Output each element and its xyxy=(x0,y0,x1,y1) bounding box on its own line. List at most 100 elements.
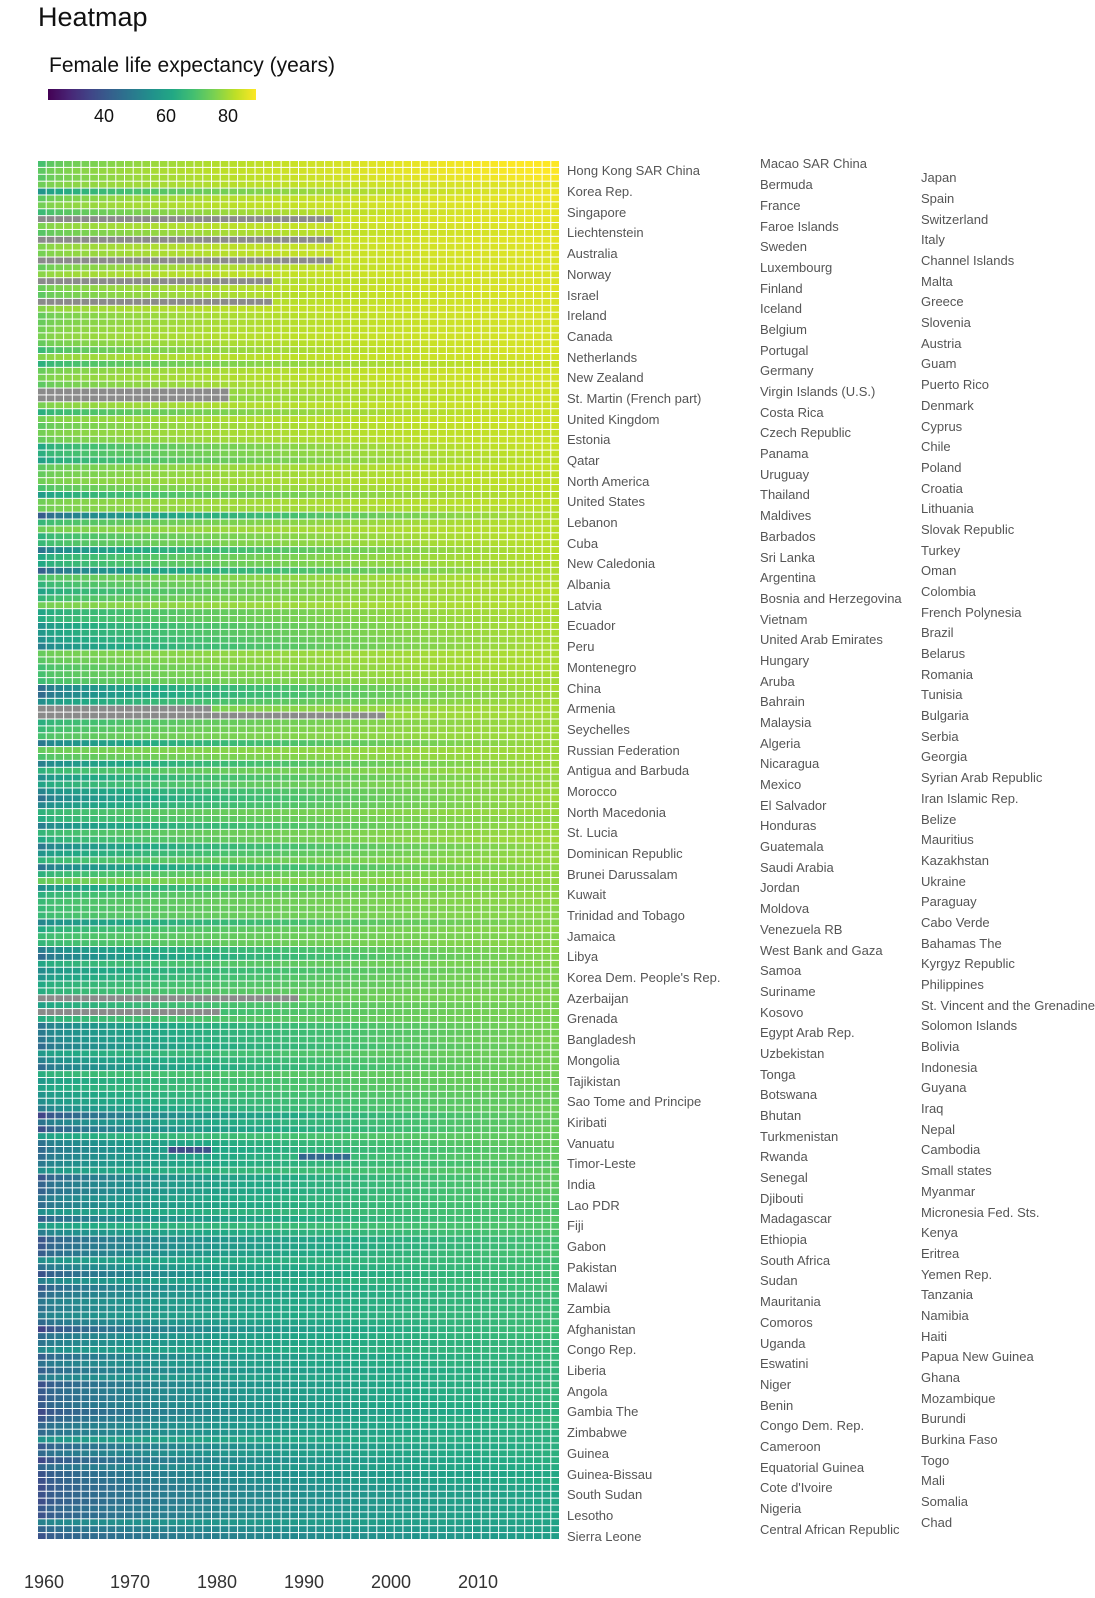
heatmap-cell xyxy=(125,471,133,478)
heatmap-cell xyxy=(307,616,316,622)
heatmap-cell xyxy=(264,457,272,464)
heatmap-cell xyxy=(394,588,403,595)
heatmap-cell xyxy=(420,491,429,498)
heatmap-cell xyxy=(81,181,90,188)
heatmap-cell xyxy=(125,429,133,436)
heatmap-cell xyxy=(64,312,72,319)
heatmap-cell xyxy=(107,292,116,298)
heatmap-cell xyxy=(507,629,516,636)
heatmap-cell xyxy=(185,602,194,609)
heatmap-cell xyxy=(116,622,124,629)
heatmap-cell xyxy=(429,167,438,174)
heatmap-cell xyxy=(220,319,229,326)
heatmap-cell xyxy=(446,691,455,698)
heatmap-cell xyxy=(272,278,281,285)
heatmap-cell xyxy=(220,616,229,622)
heatmap-cell xyxy=(481,636,490,643)
heatmap-cell xyxy=(125,278,133,285)
heatmap-cell xyxy=(185,650,194,657)
heatmap-cell xyxy=(464,167,472,174)
heatmap-cell xyxy=(533,685,542,691)
heatmap-cell xyxy=(168,478,177,485)
heatmap-cell xyxy=(490,712,499,719)
heatmap-cell xyxy=(481,629,490,636)
heatmap-cell xyxy=(142,292,151,298)
heatmap-cell xyxy=(455,236,464,243)
heatmap-cell xyxy=(229,650,238,657)
heatmap-cell xyxy=(525,698,533,705)
heatmap-cell xyxy=(125,650,133,657)
heatmap-cell xyxy=(38,698,46,705)
heatmap-cell xyxy=(125,526,133,533)
heatmap-cell xyxy=(333,374,342,381)
heatmap-cell xyxy=(316,374,325,381)
heatmap-cell xyxy=(490,629,499,636)
heatmap-cell xyxy=(290,533,298,540)
heatmap-cell xyxy=(551,229,559,236)
heatmap-cell xyxy=(377,429,385,436)
heatmap-cell xyxy=(342,243,351,250)
heatmap-cell xyxy=(220,209,229,216)
heatmap-cell xyxy=(481,395,490,402)
heatmap-cell xyxy=(299,519,307,526)
heatmap-cell xyxy=(307,223,316,229)
heatmap-cell xyxy=(551,292,559,298)
heatmap-cell xyxy=(212,678,220,685)
heatmap-cell xyxy=(238,629,246,636)
heatmap-cell xyxy=(551,533,559,540)
heatmap-cell xyxy=(133,629,142,636)
heatmap-cell xyxy=(499,560,507,567)
heatmap-cell xyxy=(473,622,481,629)
heatmap-cell xyxy=(299,547,307,554)
heatmap-cell xyxy=(394,423,403,429)
heatmap-cell xyxy=(307,567,316,574)
heatmap-cell xyxy=(394,326,403,333)
heatmap-cell xyxy=(212,726,220,733)
heatmap-cell xyxy=(516,602,525,609)
heatmap-cell xyxy=(438,333,446,340)
heatmap-cell xyxy=(359,616,368,622)
heatmap-cell xyxy=(507,712,516,719)
heatmap-cell xyxy=(516,285,525,291)
heatmap-cell xyxy=(499,491,507,498)
heatmap-cell xyxy=(203,243,211,250)
heatmap-cell xyxy=(220,423,229,429)
heatmap-cell xyxy=(455,174,464,181)
heatmap-cell xyxy=(473,312,481,319)
heatmap-cell xyxy=(185,705,194,712)
heatmap-cell xyxy=(533,312,542,319)
heatmap-cell xyxy=(359,278,368,285)
heatmap-cell xyxy=(194,250,203,257)
heatmap-cell xyxy=(316,478,325,485)
heatmap-cell xyxy=(81,250,90,257)
heatmap-cell xyxy=(255,250,264,257)
heatmap-cell xyxy=(473,726,481,733)
heatmap-cell xyxy=(412,519,420,526)
heatmap-cell xyxy=(420,512,429,519)
heatmap-cell xyxy=(403,698,412,705)
heatmap-cell xyxy=(342,512,351,519)
heatmap-cell xyxy=(212,436,220,443)
heatmap-cell xyxy=(194,726,203,733)
heatmap-cell xyxy=(490,726,499,733)
heatmap-cell xyxy=(455,298,464,305)
heatmap-cell xyxy=(212,491,220,498)
heatmap-cell xyxy=(429,161,438,167)
heatmap-cell xyxy=(64,436,72,443)
heatmap-cell xyxy=(246,264,255,271)
heatmap-cell xyxy=(229,698,238,705)
heatmap-cell xyxy=(238,671,246,678)
heatmap-cell xyxy=(316,402,325,409)
heatmap-cell xyxy=(238,609,246,616)
heatmap-cell xyxy=(351,588,359,595)
heatmap-cell xyxy=(46,512,55,519)
heatmap-cell xyxy=(159,333,168,340)
heatmap-cell xyxy=(429,498,438,505)
heatmap-cell xyxy=(316,636,325,643)
heatmap-cell xyxy=(316,360,325,367)
heatmap-cell xyxy=(394,443,403,450)
heatmap-cell xyxy=(133,202,142,209)
heatmap-cell xyxy=(125,567,133,574)
heatmap-cell xyxy=(516,581,525,588)
heatmap-cell xyxy=(420,181,429,188)
